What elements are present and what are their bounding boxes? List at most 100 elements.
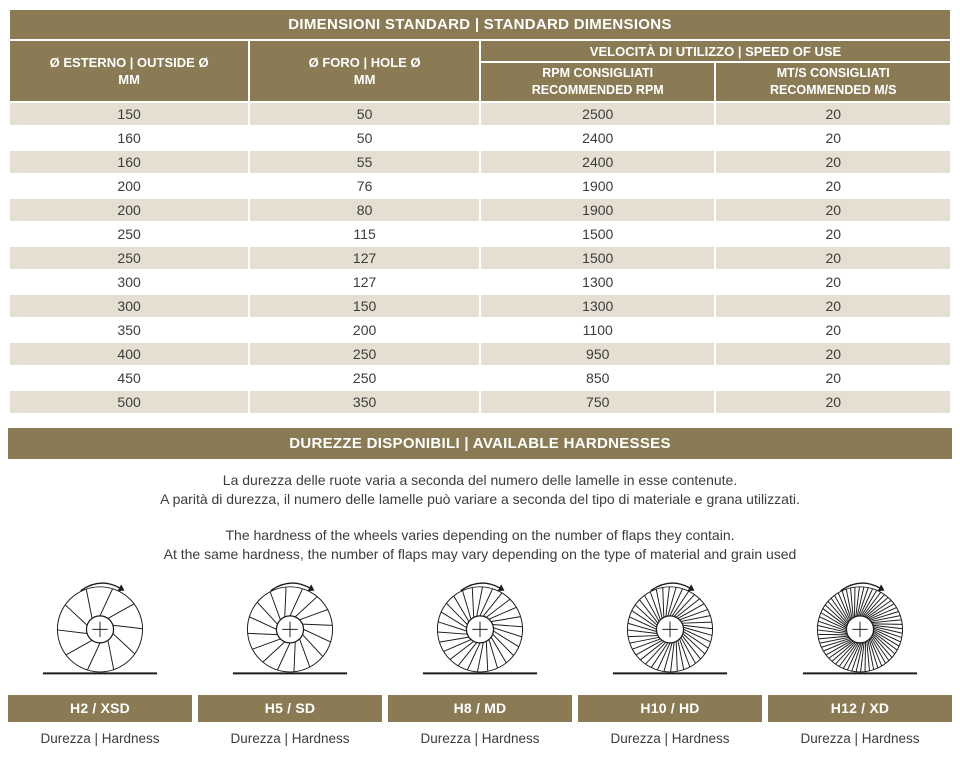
hub-cross-icon xyxy=(282,621,298,638)
dimensions-cell: 2400 xyxy=(478,149,717,175)
dimensions-cell: 2400 xyxy=(478,125,717,151)
table-title-row: DIMENSIONI STANDARD | STANDARD DIMENSION… xyxy=(8,8,952,41)
hardness-grade-column: H10 / HD Durezza | Hardness xyxy=(578,572,762,746)
dimensions-cell: 1100 xyxy=(478,317,717,343)
dimensions-cell: 20 xyxy=(714,197,952,223)
catalog-page: DIMENSIONI STANDARD | STANDARD DIMENSION… xyxy=(7,8,953,746)
dimensions-cell: 200 xyxy=(248,317,481,343)
wheel-rim xyxy=(816,586,904,673)
dimensions-cell: 250 xyxy=(7,245,251,271)
standard-dimensions-header: DIMENSIONI STANDARD | STANDARD DIMENSION… xyxy=(7,8,953,103)
dimensions-cell: 200 xyxy=(7,197,251,223)
dimensions-cell: 350 xyxy=(248,389,481,415)
col-header-speed-of-use: VELOCITÀ DI UTILIZZO | SPEED OF USE xyxy=(478,39,953,63)
hardness-grades-row: H2 / XSD Durezza | Hardness H5 / SD Durezza… xyxy=(8,572,952,746)
hardness-text-italian: La durezza delle ruote varia a seconda d… xyxy=(160,472,800,507)
wheel-flaps xyxy=(247,586,333,672)
dimensions-row: 150 50 2500 20 xyxy=(7,101,952,127)
dimensions-cell: 50 xyxy=(248,125,481,151)
dimensions-cell: 20 xyxy=(714,149,952,175)
hub-cross-icon xyxy=(852,621,868,638)
flap-wheel-illustration xyxy=(232,582,348,675)
hardness-grade-caption: Durezza | Hardness xyxy=(420,731,540,746)
dimensions-row: 300 150 1300 20 xyxy=(7,293,952,319)
hardness-grade-badge: H2 / XSD xyxy=(8,695,192,722)
dimensions-cell: 300 xyxy=(7,293,251,319)
standard-dimensions-body: 150 50 2500 20 160 50 2400 20 160 55 2400 20 200 76 19… xyxy=(7,101,952,415)
col-header-outside-diameter: Ø ESTERNO | OUTSIDE Ø MM xyxy=(7,39,251,103)
rotation-arrow-head-icon xyxy=(117,584,125,592)
dimensions-cell: 1500 xyxy=(478,245,717,271)
dimensions-cell: 300 xyxy=(7,269,251,295)
dimensions-cell: 50 xyxy=(248,101,481,127)
table-header-row-1: Ø ESTERNO | OUTSIDE Ø MM Ø FORO | HOLE Ø… xyxy=(7,39,953,103)
dimensions-row: 250 115 1500 20 xyxy=(7,221,952,247)
hardness-grade-column: H12 / XD Durezza | Hardness xyxy=(768,572,952,746)
rotation-arrow-icon xyxy=(460,582,500,592)
dimensions-cell: 200 xyxy=(7,173,251,199)
dimensions-cell: 250 xyxy=(7,221,251,247)
hub-cross-icon xyxy=(92,621,108,638)
dimensions-cell: 115 xyxy=(248,221,481,247)
dimensions-cell: 1900 xyxy=(478,173,717,199)
dimensions-row: 200 80 1900 20 xyxy=(7,197,952,223)
flap-wheel-illustration xyxy=(42,582,158,675)
col-header-recommended-ms: MT/S CONSIGLIATI RECOMMENDED M/S xyxy=(714,61,952,103)
wheel-rim xyxy=(56,586,144,673)
dimensions-cell: 20 xyxy=(714,365,952,391)
dimensions-cell: 76 xyxy=(248,173,481,199)
dimensions-cell: 20 xyxy=(714,293,952,319)
col-header-hole-diameter: Ø FORO | HOLE Ø MM xyxy=(248,39,481,103)
hardness-grade-badge: H10 / HD xyxy=(578,695,762,722)
dimensions-row: 160 55 2400 20 xyxy=(7,149,952,175)
rotation-arrow-head-icon xyxy=(877,584,885,592)
flap-wheel-illustration xyxy=(802,582,918,675)
dimensions-cell: 400 xyxy=(7,341,251,367)
hardness-grade-caption: Durezza | Hardness xyxy=(610,731,730,746)
wheel-flaps xyxy=(437,586,523,672)
dimensions-cell: 20 xyxy=(714,317,952,343)
rotation-arrow-head-icon xyxy=(307,584,315,592)
hardness-grade-badge: H12 / XD xyxy=(768,695,952,722)
dimensions-row: 160 50 2400 20 xyxy=(7,125,952,151)
hardness-grade-caption: Durezza | Hardness xyxy=(230,731,350,746)
dimensions-row: 500 350 750 20 xyxy=(7,389,952,415)
dimensions-cell: 20 xyxy=(714,221,952,247)
dimensions-cell: 350 xyxy=(7,317,251,343)
dimensions-cell: 55 xyxy=(248,149,481,175)
dimensions-row: 450 250 850 20 xyxy=(7,365,952,391)
dimensions-row: 300 127 1300 20 xyxy=(7,269,952,295)
dimensions-cell: 20 xyxy=(714,389,952,415)
wheel-flaps xyxy=(817,586,903,672)
table-header-row-2: RPM CONSIGLIATI RECOMMENDED RPM MT/S CON… xyxy=(9,61,952,103)
dimensions-cell: 500 xyxy=(7,389,251,415)
hardness-text-english: The hardness of the wheels varies depend… xyxy=(163,527,797,562)
dimensions-cell: 160 xyxy=(7,149,251,175)
rotation-arrow-head-icon xyxy=(497,584,505,592)
hardness-grade-caption: Durezza | Hardness xyxy=(800,731,920,746)
dimensions-cell: 80 xyxy=(248,197,481,223)
hardness-grade-column: H8 / MD Durezza | Hardness xyxy=(388,572,572,746)
hardness-grade-badge: H5 / SD xyxy=(198,695,382,722)
dimensions-cell: 127 xyxy=(248,245,481,271)
dimensions-row: 200 76 1900 20 xyxy=(7,173,952,199)
hardness-description: La durezza delle ruote varia a seconda d… xyxy=(8,471,952,564)
hardness-grade-column: H5 / SD Durezza | Hardness xyxy=(198,572,382,746)
rotation-arrow-icon xyxy=(270,582,310,592)
rotation-arrow-head-icon xyxy=(687,584,695,592)
dimensions-cell: 20 xyxy=(714,173,952,199)
dimensions-cell: 20 xyxy=(714,245,952,271)
dimensions-cell: 250 xyxy=(248,341,481,367)
col-header-recommended-rpm: RPM CONSIGLIATI RECOMMENDED RPM xyxy=(478,61,717,103)
flap-wheel-illustration xyxy=(422,582,538,675)
dimensions-cell: 250 xyxy=(248,365,481,391)
dimensions-cell: 1300 xyxy=(478,293,717,319)
hub-cross-icon xyxy=(472,621,488,638)
dimensions-row: 250 127 1500 20 xyxy=(7,245,952,271)
hardness-section-title: DUREZZE DISPONIBILI | AVAILABLE HARDNESS… xyxy=(8,428,952,459)
flap-wheel-illustration xyxy=(612,582,728,675)
wheel-flaps xyxy=(627,586,713,672)
dimensions-cell: 20 xyxy=(714,101,952,127)
standard-dimensions-table: DIMENSIONI STANDARD | STANDARD DIMENSION… xyxy=(7,8,953,415)
wheel-rim xyxy=(436,586,524,673)
